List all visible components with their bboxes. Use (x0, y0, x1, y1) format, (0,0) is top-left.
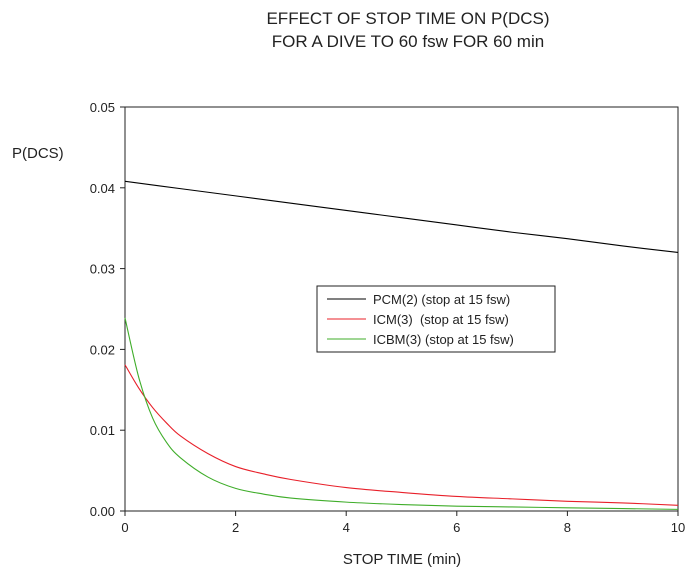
x-tick-label: 0 (121, 520, 128, 535)
series-line-icbm (124, 317, 679, 510)
series-line-icm (124, 364, 679, 506)
y-tick-label: 0.02 (90, 342, 115, 357)
x-tick-label: 2 (232, 520, 239, 535)
legend-label-icbm: ICBM(3) (stop at 15 fsw) (373, 332, 514, 347)
y-tick-label: 0.01 (90, 423, 115, 438)
legend: PCM(2) (stop at 15 fsw) ICM(3) (stop at … (316, 285, 556, 353)
x-tick-label: 8 (564, 520, 571, 535)
y-tick-label: 0.03 (90, 262, 115, 277)
y-axis-title: P(DCS) (12, 145, 64, 162)
chart-title-line-1: EFFECT OF STOP TIME ON P(DCS) (266, 9, 549, 28)
x-axis-title: STOP TIME (min) (343, 551, 461, 568)
y-tick-label: 0.00 (90, 504, 115, 519)
series-line-pcm (124, 180, 679, 253)
plot-frame (124, 106, 679, 512)
plot-area (124, 106, 679, 512)
chart-title-line-2: FOR A DIVE TO 60 fsw FOR 60 min (272, 32, 544, 51)
legend-label-pcm: PCM(2) (stop at 15 fsw) (373, 292, 510, 307)
y-tick-label: 0.05 (90, 100, 115, 115)
x-tick-label: 6 (453, 520, 460, 535)
y-tick-label: 0.04 (90, 181, 115, 196)
x-tick-label: 10 (671, 520, 685, 535)
series-lines (124, 180, 679, 510)
axis-ticks: 0 2 4 6 8 10 0.00 0.01 0.02 0.03 0.04 0.05 (90, 100, 686, 535)
x-tick-label: 4 (343, 520, 350, 535)
legend-label-icm: ICM(3) (stop at 15 fsw) (373, 312, 509, 327)
